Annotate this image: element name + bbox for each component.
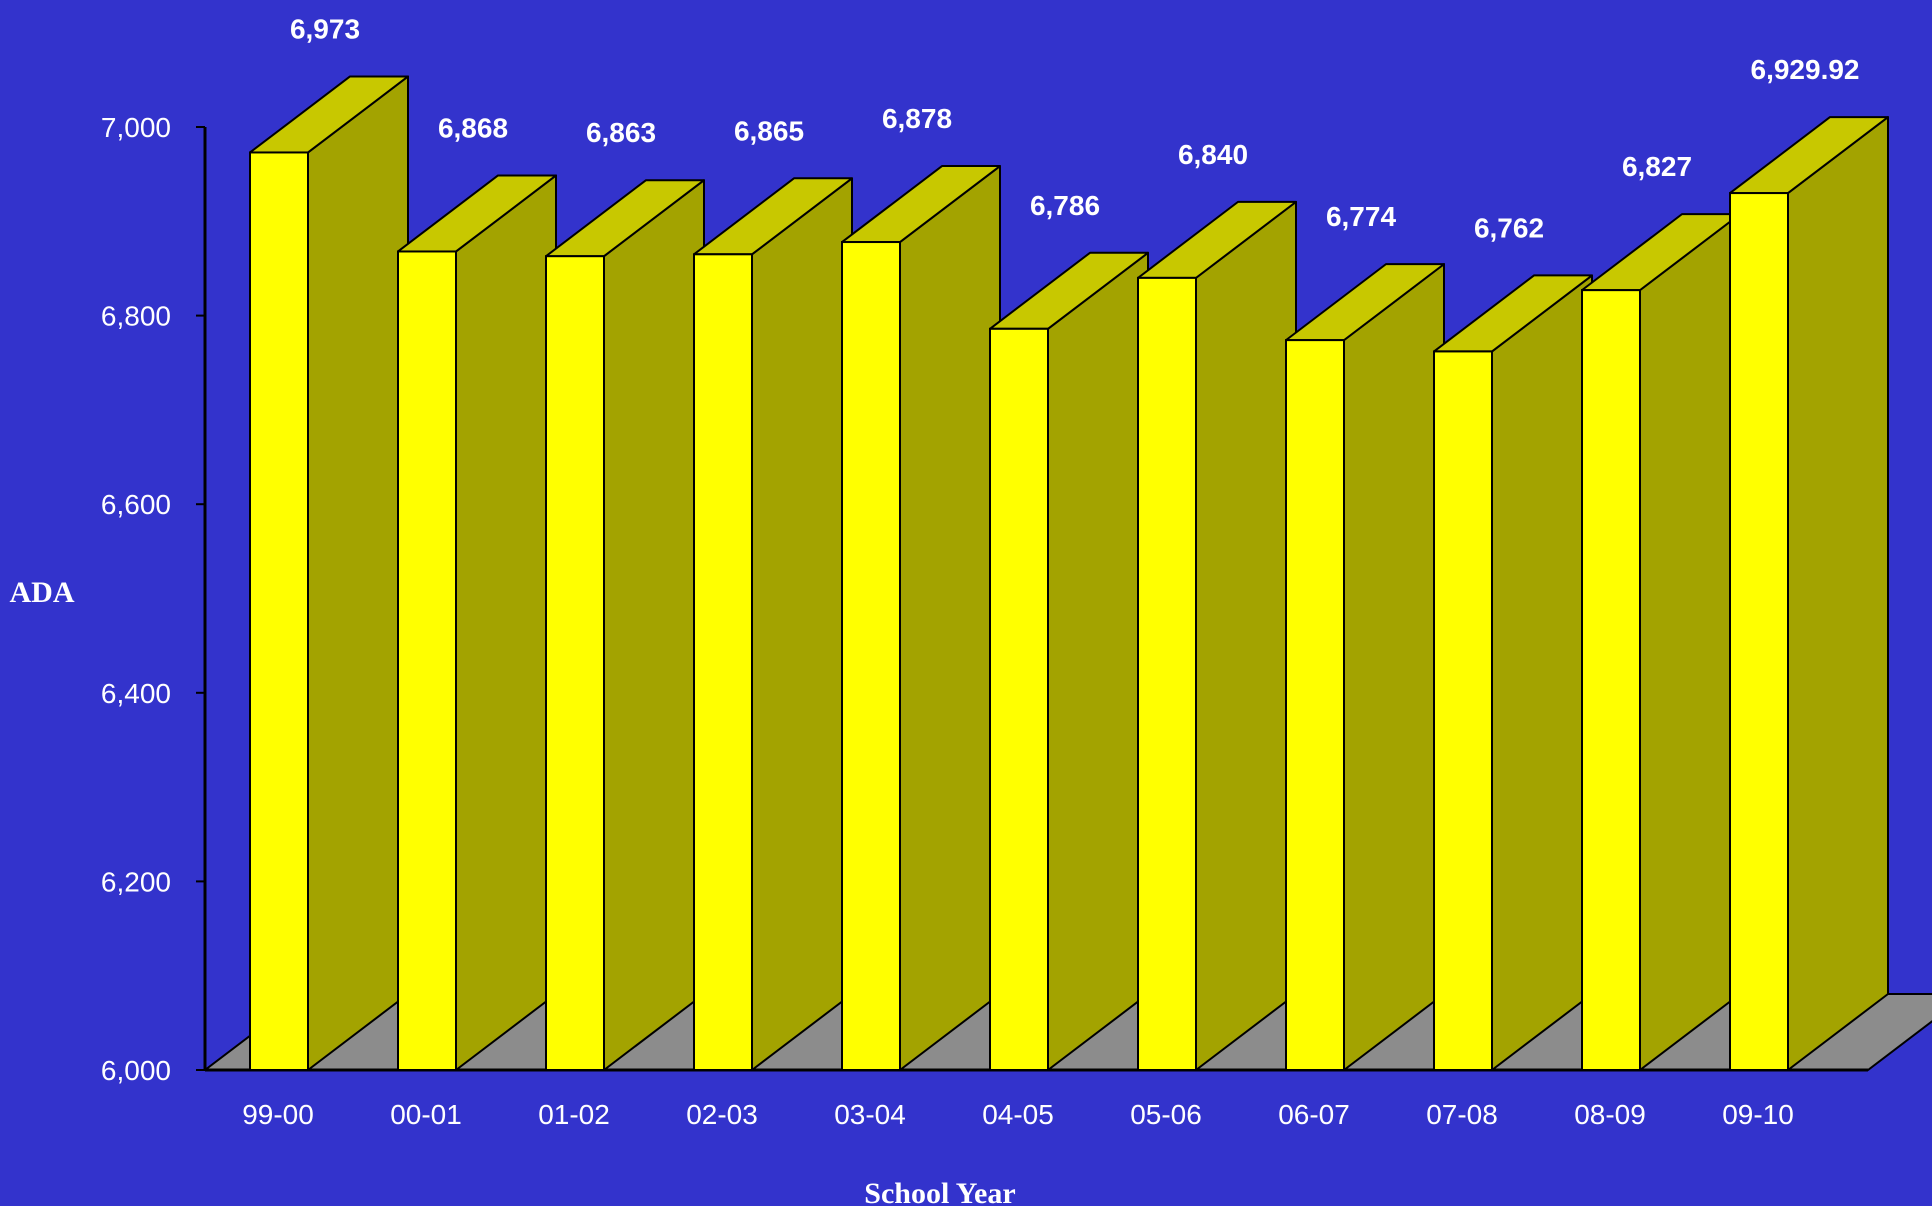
bar-04-05 [989, 251, 1149, 1071]
x-tick-label: 03-04 [834, 1099, 906, 1130]
y-axis-title: ADA [10, 576, 75, 609]
data-label: 6,786 [1030, 190, 1100, 221]
data-label: 6,827 [1622, 151, 1692, 182]
bar-front-face [545, 255, 605, 1072]
bar-front-face [1137, 276, 1197, 1071]
bar-00-01 [397, 174, 557, 1071]
y-tick-label: 7,000 [101, 112, 171, 143]
bar-front-face [1581, 289, 1641, 1072]
bar-side-face [1195, 200, 1297, 1071]
bar-side-face [1047, 251, 1149, 1071]
bar-front-face [693, 253, 753, 1071]
y-tick-label: 6,400 [101, 678, 171, 709]
x-tick-label: 07-08 [1426, 1099, 1498, 1130]
x-tick-label: 99-00 [242, 1099, 314, 1130]
y-tick-label: 6,800 [101, 301, 171, 332]
x-axis-title: School Year [864, 1177, 1015, 1206]
bar-front-face [1729, 192, 1789, 1071]
data-label: 6,863 [586, 117, 656, 148]
bar-05-06 [1137, 200, 1297, 1071]
bar-99-00 [249, 75, 409, 1071]
data-label: 6,973 [290, 13, 360, 44]
y-tick-label: 6,600 [101, 489, 171, 520]
y-tick-label: 6,200 [101, 866, 171, 897]
bar-side-face [307, 75, 409, 1071]
data-label: 6,762 [1474, 212, 1544, 243]
x-tick-label: 08-09 [1574, 1099, 1646, 1130]
x-tick-label: 06-07 [1278, 1099, 1350, 1130]
data-label: 6,878 [882, 103, 952, 134]
bar-02-03 [693, 177, 853, 1071]
bar-side-face [899, 165, 1001, 1071]
data-label: 6,865 [734, 115, 804, 146]
bar-side-face [1343, 263, 1445, 1071]
bar-08-09 [1581, 213, 1741, 1072]
bar-07-08 [1433, 274, 1593, 1071]
bars-group [249, 75, 1889, 1072]
y-tick-label: 6,000 [101, 1055, 171, 1086]
x-tick-label: 04-05 [982, 1099, 1054, 1130]
x-axis-tick-labels: 99-00 00-01 01-02 02-03 03-04 04-05 05-06 06-07… [242, 1099, 1794, 1130]
x-tick-label: 02-03 [686, 1099, 758, 1130]
x-tick-label: 05-06 [1130, 1099, 1202, 1130]
data-label: 6,774 [1326, 201, 1396, 232]
data-label: 6,868 [438, 112, 508, 143]
bar-front-face [841, 241, 901, 1071]
bar-side-face [1491, 274, 1593, 1071]
bar-03-04 [841, 165, 1001, 1071]
x-tick-label: 00-01 [390, 1099, 462, 1130]
bar-01-02 [545, 179, 705, 1072]
data-label: 6,840 [1178, 139, 1248, 170]
bar-front-face [989, 327, 1049, 1071]
data-label: 6,929.92 [1751, 54, 1860, 85]
bar-09-10 [1729, 116, 1889, 1071]
y-axis-ticks: 6,000 6,200 6,400 6,600 6,800 7,000 [101, 112, 205, 1086]
bar-side-face [603, 179, 705, 1071]
bar-side-face [751, 177, 853, 1071]
bar-front-face [1285, 339, 1345, 1072]
bar-front-face [397, 250, 457, 1071]
bar-06-07 [1285, 263, 1445, 1072]
bar-front-face [1433, 350, 1493, 1071]
bar-side-face [1787, 116, 1889, 1071]
bar-front-face [249, 151, 309, 1071]
x-tick-label: 01-02 [538, 1099, 610, 1130]
bar-side-face [1639, 213, 1741, 1071]
value-labels: 6,973 6,868 6,863 6,865 6,878 6,786 6,840 6,774… [290, 13, 1860, 243]
bar-side-face [455, 174, 557, 1071]
x-tick-label: 09-10 [1722, 1099, 1794, 1130]
